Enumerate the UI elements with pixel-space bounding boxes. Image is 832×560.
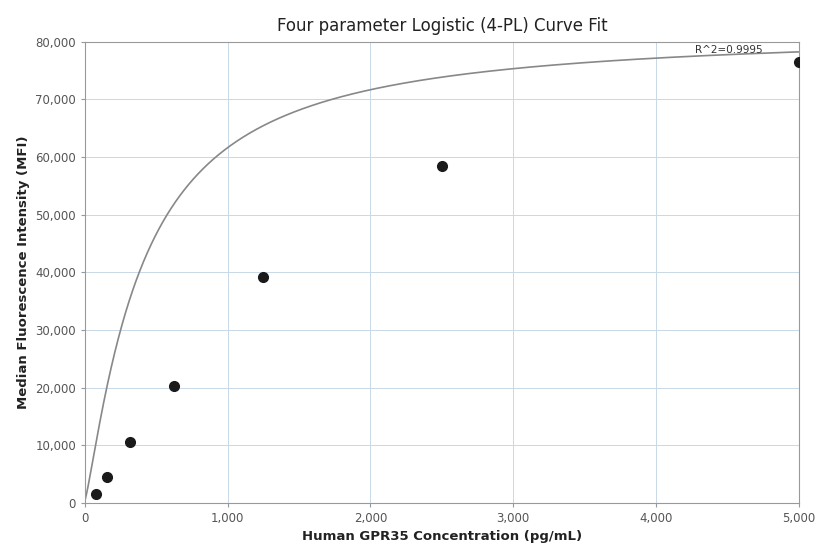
Point xyxy=(101,472,114,481)
Y-axis label: Median Fluorescence Intensity (MFI): Median Fluorescence Intensity (MFI) xyxy=(17,136,30,409)
Point xyxy=(123,438,136,447)
Point xyxy=(792,58,805,67)
Title: Four parameter Logistic (4-PL) Curve Fit: Four parameter Logistic (4-PL) Curve Fit xyxy=(276,17,607,35)
X-axis label: Human GPR35 Concentration (pg/mL): Human GPR35 Concentration (pg/mL) xyxy=(302,530,582,543)
Point xyxy=(257,272,270,281)
Text: R^2=0.9995: R^2=0.9995 xyxy=(696,45,763,55)
Point xyxy=(167,382,181,391)
Point xyxy=(435,161,448,170)
Point xyxy=(90,489,103,498)
